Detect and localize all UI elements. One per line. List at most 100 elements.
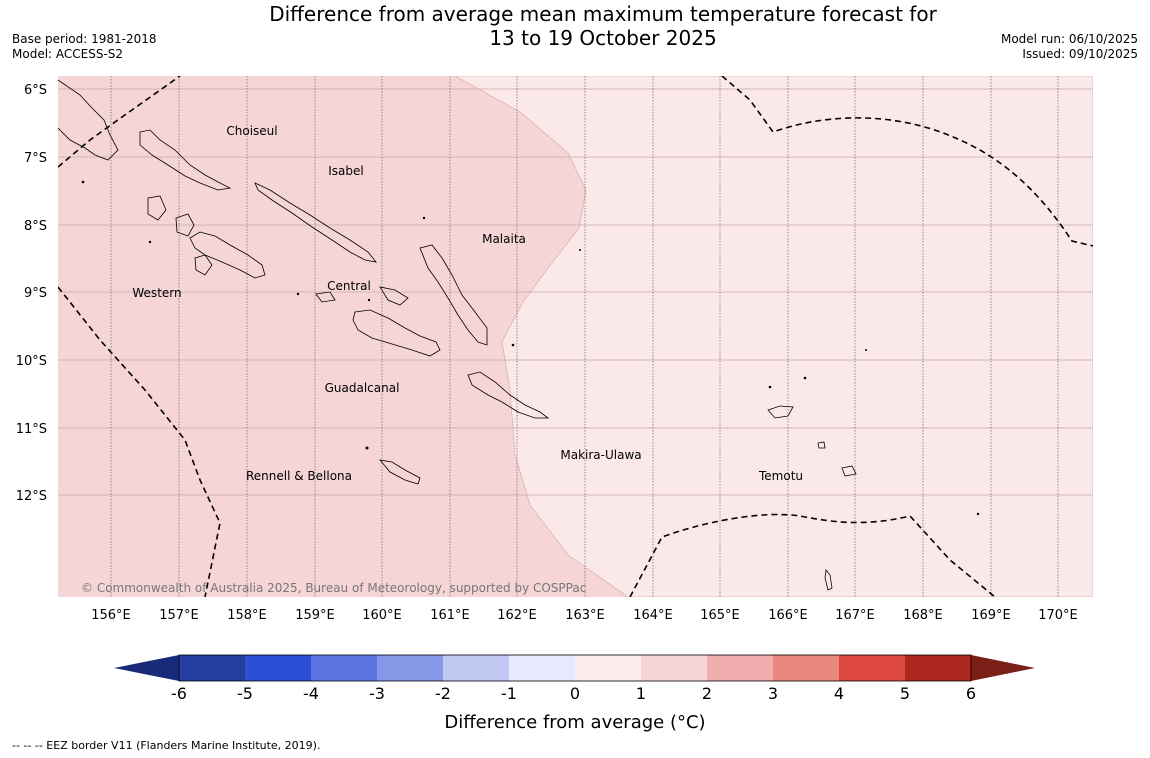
guadalcanal-coast	[352, 309, 441, 357]
lat-label-11s: 11°S	[16, 422, 47, 437]
eez-border-northeast	[721, 76, 1093, 247]
colorbar-tick-label: -1	[501, 684, 517, 703]
colorbar: -6 -5 -4 -3 -2 -1 0 1 2 3 4 5 6 Difference from aver…	[114, 654, 1035, 733]
colorbar-tick-label: 4	[834, 684, 844, 703]
lat-label-10s: 10°S	[16, 354, 47, 369]
colorbar-tick-label: -5	[237, 684, 253, 703]
lon-label-168e: 168°E	[903, 608, 943, 623]
lon-label-165e: 165°E	[700, 608, 740, 623]
label-guadalcanal: Guadalcanal	[325, 381, 400, 395]
issued-text: Issued: 09/10/2025	[1022, 47, 1138, 61]
colorbar-segment-3	[377, 655, 444, 681]
colorbar-tick-label: 1	[636, 684, 646, 703]
malaita-coast	[419, 244, 488, 346]
model-text: Model: ACCESS-S2	[12, 47, 124, 61]
lat-label-6s: 6°S	[24, 83, 47, 98]
copyright-text: © Commonwealth of Australia 2025, Bureau…	[81, 581, 586, 595]
colorbar-tick-label: -4	[303, 684, 319, 703]
makira-coast	[467, 371, 550, 419]
eez-border-northwest	[58, 76, 181, 168]
colorbar-tick-label: 3	[768, 684, 778, 703]
longitude-labels: 156°E 157°E 158°E 159°E 160°E 161°E 162°…	[91, 608, 1078, 623]
colorbar-tick-label: -6	[171, 684, 187, 703]
colorbar-segments	[179, 655, 972, 681]
lon-label-164e: 164°E	[633, 608, 673, 623]
lon-label-170e: 170°E	[1038, 608, 1078, 623]
colorbar-tick-label: 2	[702, 684, 712, 703]
chart-title: Difference from average mean maximum tem…	[200, 2, 1006, 50]
lat-label-12s: 12°S	[16, 489, 47, 504]
eez-border-southeast	[629, 513, 996, 597]
colorbar-segment-8	[707, 655, 774, 681]
torres-islands-coast	[824, 569, 833, 591]
base-period-text: Base period: 1981-2018	[12, 32, 157, 46]
russell-islands-coast	[315, 291, 336, 303]
colorbar-segment-9	[773, 655, 840, 681]
label-makira-ulawa: Makira-Ulawa	[560, 448, 641, 462]
choiseul-coast	[139, 129, 232, 191]
lon-label-159e: 159°E	[295, 608, 335, 623]
isabel-coast	[254, 182, 377, 263]
rendova-coast	[194, 254, 213, 276]
eez-footnote: -- -- -- EEZ border V11 (Flanders Marine…	[12, 739, 321, 752]
meta-right: Model run: 06/10/2025 Issued: 09/10/2025	[1001, 32, 1138, 62]
title-line-1: Difference from average mean maximum tem…	[269, 2, 937, 26]
lat-label-9s: 9°S	[24, 286, 47, 301]
eez-borders	[58, 76, 1093, 597]
colorbar-tick-label: -3	[369, 684, 385, 703]
latitude-gridlines	[58, 88, 1093, 496]
lat-label-8s: 8°S	[24, 219, 47, 234]
label-central: Central	[327, 279, 371, 293]
colorbar-segment-0	[179, 655, 246, 681]
lon-label-162e: 162°E	[497, 608, 537, 623]
label-rennell-bellona: Rennell & Bellona	[246, 469, 352, 483]
vella-lavella-coast	[147, 195, 167, 221]
small-islands	[81, 180, 980, 516]
utupua-coast	[817, 441, 826, 449]
colorbar-tick-label: 6	[966, 684, 976, 703]
label-temotu: Temotu	[758, 469, 803, 483]
anomaly-zone-east	[454, 76, 1093, 597]
colorbar-title: Difference from average (°C)	[444, 712, 705, 733]
latitude-labels: 6°S 7°S 8°S 9°S 10°S 11°S 12°S	[16, 83, 47, 504]
santa-cruz-coast	[767, 405, 794, 419]
colorbar-segment-2	[311, 655, 378, 681]
model-run-text: Model run: 06/10/2025	[1000, 32, 1138, 46]
coastlines	[58, 79, 857, 591]
colorbar-segment-11	[905, 655, 972, 681]
map-area: Choiseul Isabel Malaita Western Central …	[58, 76, 1093, 597]
colorbar-tick-label: 0	[570, 684, 580, 703]
lon-label-169e: 169°E	[971, 608, 1011, 623]
colorbar-tick-label: -2	[435, 684, 451, 703]
colorbar-segment-5	[509, 655, 576, 681]
label-malaita: Malaita	[482, 232, 526, 246]
lon-label-161e: 161°E	[430, 608, 470, 623]
colorbar-segment-6	[575, 655, 642, 681]
lon-label-160e: 160°E	[362, 608, 402, 623]
colorbar-tick-labels: -6 -5 -4 -3 -2 -1 0 1 2 3 4 5 6	[171, 684, 976, 703]
label-choiseul: Choiseul	[226, 124, 277, 138]
vanikoro-coast	[841, 465, 857, 477]
bougainville-coast	[58, 79, 119, 161]
rennell-coast	[379, 459, 421, 485]
lon-label-156e: 156°E	[91, 608, 131, 623]
colorbar-segment-10	[839, 655, 906, 681]
colorbar-tick-label: 5	[900, 684, 910, 703]
colorbar-over-arrow	[971, 655, 1035, 681]
lon-label-167e: 167°E	[835, 608, 875, 623]
meta-left: Base period: 1981-2018 Model: ACCESS-S2	[12, 32, 157, 62]
colorbar-segment-7	[641, 655, 708, 681]
lon-label-157e: 157°E	[159, 608, 199, 623]
label-isabel: Isabel	[328, 164, 363, 178]
lon-label-163e: 163°E	[565, 608, 605, 623]
florida-islands-coast	[379, 286, 409, 306]
lat-label-7s: 7°S	[24, 151, 47, 166]
lon-label-158e: 158°E	[227, 608, 267, 623]
colorbar-segment-1	[245, 655, 312, 681]
lon-label-166e: 166°E	[768, 608, 808, 623]
colorbar-frame	[178, 654, 972, 682]
colorbar-segment-4	[443, 655, 510, 681]
title-line-2: 13 to 19 October 2025	[489, 26, 717, 50]
colorbar-under-arrow	[114, 655, 179, 681]
